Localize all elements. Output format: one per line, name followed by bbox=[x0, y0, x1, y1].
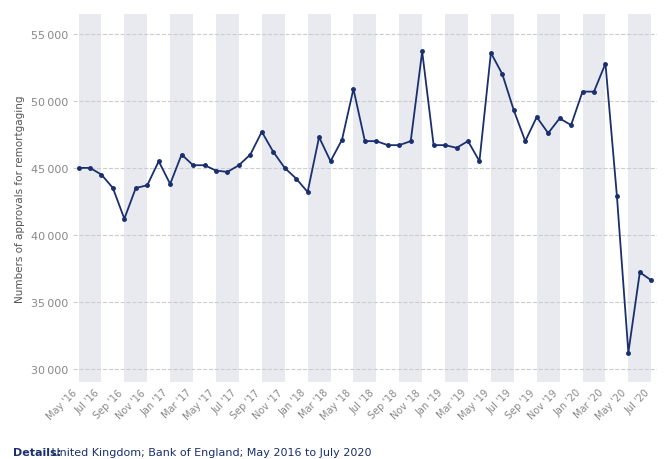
Bar bbox=[399, 15, 422, 382]
Text: United Kingdom; Bank of England; May 2016 to July 2020: United Kingdom; Bank of England; May 201… bbox=[48, 447, 372, 457]
Bar bbox=[628, 15, 651, 382]
Bar bbox=[308, 15, 331, 382]
Bar bbox=[583, 15, 605, 382]
Text: Details:: Details: bbox=[13, 447, 62, 457]
Bar bbox=[216, 15, 239, 382]
Bar bbox=[79, 15, 101, 382]
Y-axis label: Numbers of approvals for remortgaging: Numbers of approvals for remortgaging bbox=[15, 95, 25, 302]
Bar bbox=[170, 15, 193, 382]
Bar bbox=[491, 15, 514, 382]
Bar bbox=[262, 15, 285, 382]
Bar bbox=[124, 15, 147, 382]
Bar bbox=[445, 15, 468, 382]
Bar bbox=[537, 15, 560, 382]
Bar bbox=[353, 15, 376, 382]
